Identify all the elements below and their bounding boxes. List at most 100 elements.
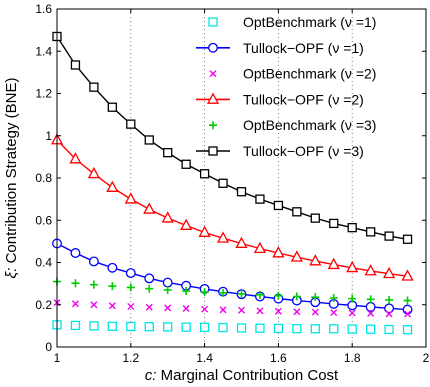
data-point [181, 159, 191, 169]
data-point [182, 287, 191, 296]
data-point [219, 306, 227, 314]
data-point [348, 294, 357, 303]
series-2 [52, 238, 413, 315]
legend-entry: Tullock−OPF (ν =3) [196, 143, 364, 159]
data-point [401, 269, 414, 281]
data-point [237, 289, 246, 298]
data-point [255, 290, 264, 299]
legend-label: Tullock−OPF (ν =3) [243, 143, 364, 159]
data-point [385, 310, 393, 318]
data-point [384, 324, 394, 335]
data-point [329, 293, 338, 302]
series-4 [50, 133, 414, 281]
legend-label: OptBenchmark (ν =3) [243, 117, 376, 133]
data-point [236, 323, 247, 333]
y-tick-label: 0.6 [35, 213, 52, 227]
x-axis-label-text: Marginal Contribution Cost [156, 367, 339, 384]
data-point [311, 293, 320, 302]
data-point [384, 231, 394, 241]
data-point [274, 291, 283, 300]
data-point [310, 213, 320, 223]
data-point [273, 200, 284, 211]
data-point [255, 323, 265, 333]
data-point [348, 309, 356, 317]
data-point [216, 231, 230, 243]
data-point [365, 301, 376, 312]
data-point [402, 304, 413, 315]
data-point [87, 166, 100, 179]
y-tick-label: 0.8 [35, 171, 52, 185]
series-line [56, 139, 408, 277]
data-point [164, 304, 172, 312]
legend-entry: OptBenchmark (ν =1) [208, 14, 376, 30]
legend-marker [208, 146, 218, 156]
x-tick-label: 1.2 [122, 351, 139, 365]
data-point [161, 211, 174, 223]
data-point [273, 323, 284, 334]
data-point [201, 305, 209, 313]
data-point [255, 194, 265, 204]
legend-marker [209, 121, 217, 130]
data-point [88, 256, 99, 267]
data-point [144, 322, 154, 332]
data-point [346, 260, 359, 273]
data-point [182, 305, 190, 313]
data-point [290, 250, 303, 262]
x-tick-label: 1.6 [270, 351, 287, 365]
legend-entry: OptBenchmark (ν =3) [209, 117, 376, 133]
data-point [125, 268, 136, 279]
data-point [365, 324, 376, 334]
y-tick-label: 0 [45, 340, 52, 354]
legend-marker [208, 42, 218, 53]
data-point [108, 282, 117, 291]
data-point [293, 308, 301, 316]
data-point [256, 307, 264, 315]
legend-label: Tullock−OPF (ν =1) [243, 40, 364, 56]
data-point [385, 295, 394, 304]
data-point [235, 236, 248, 248]
data-point [347, 222, 357, 233]
data-point [384, 303, 395, 314]
data-point [90, 301, 98, 309]
x-tick-label: 1.8 [344, 351, 361, 365]
legend-marker [208, 17, 218, 27]
data-point [309, 254, 322, 266]
data-point [106, 180, 119, 192]
data-point [366, 295, 375, 304]
data-point [124, 192, 137, 204]
data-point [367, 309, 375, 317]
data-point [163, 322, 173, 332]
data-point [218, 322, 228, 333]
data-point [126, 321, 136, 332]
y-tick-label: 1.4 [35, 44, 52, 58]
data-point [163, 147, 173, 158]
series-3 [53, 299, 412, 318]
data-point [403, 296, 412, 305]
data-point [365, 227, 376, 237]
data-point [70, 320, 81, 331]
data-point [108, 302, 116, 310]
series-line [56, 242, 408, 311]
data-point [238, 306, 245, 314]
data-point [143, 202, 156, 214]
data-point [199, 169, 210, 179]
data-point [107, 102, 117, 112]
data-point [402, 234, 413, 244]
data-point [70, 248, 81, 258]
data-point [69, 152, 82, 164]
data-point [70, 60, 81, 70]
data-point [329, 324, 339, 334]
data-point [292, 323, 302, 334]
y-tick-label: 1.2 [35, 87, 52, 101]
data-point [330, 309, 338, 317]
y-tick-label: 1 [45, 129, 52, 143]
data-point [180, 218, 193, 230]
data-point [253, 241, 267, 254]
y-tick-label: 0.2 [35, 298, 52, 312]
legend-marker [209, 70, 217, 78]
y-tick-label: 0.4 [35, 256, 52, 270]
series-6 [52, 31, 413, 244]
data-point [163, 285, 172, 294]
data-point [310, 324, 320, 334]
